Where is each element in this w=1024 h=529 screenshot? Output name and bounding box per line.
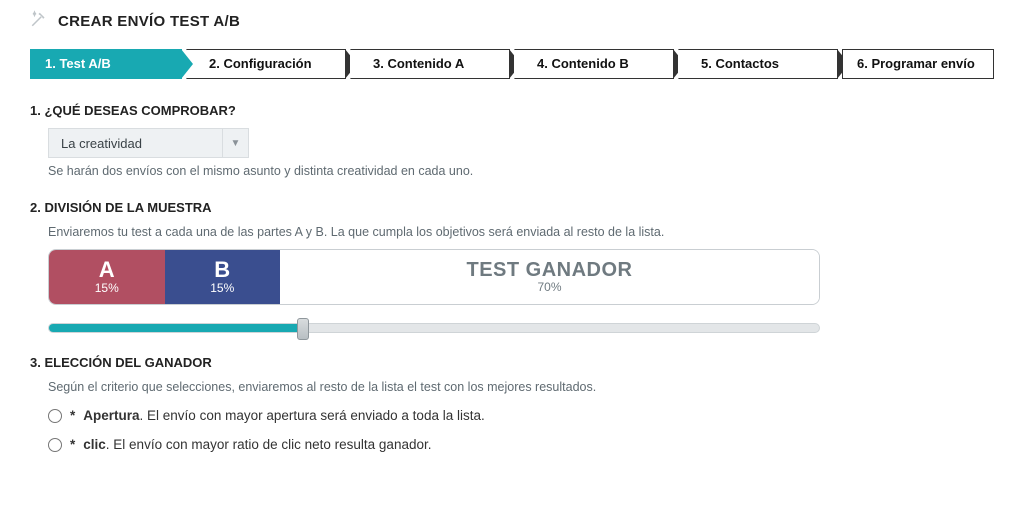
page-title: CREAR ENVÍO TEST A/B bbox=[58, 13, 240, 30]
step-contenido-b[interactable]: 4. Contenido B bbox=[514, 49, 674, 79]
step-programar[interactable]: 6. Programar envío bbox=[842, 49, 994, 79]
section3-title: 3. ELECCIÓN DEL GANADOR bbox=[30, 355, 994, 370]
required-star: * bbox=[70, 408, 75, 423]
step-contactos[interactable]: 5. Contactos bbox=[678, 49, 838, 79]
slider-thumb[interactable] bbox=[297, 318, 309, 340]
slider-track bbox=[48, 323, 820, 333]
segment-b: B 15% bbox=[165, 250, 281, 304]
section-division-muestra: 2. DIVISIÓN DE LA MUESTRA Enviaremos tu … bbox=[30, 200, 994, 333]
page-header: CREAR ENVÍO TEST A/B bbox=[30, 10, 994, 33]
radio-clic-input[interactable] bbox=[48, 438, 62, 452]
segment-b-pct: 15% bbox=[210, 281, 234, 295]
slider-fill bbox=[49, 324, 303, 332]
section2-title: 2. DIVISIÓN DE LA MUESTRA bbox=[30, 200, 994, 215]
segment-a-pct: 15% bbox=[95, 281, 119, 295]
section2-helper: Enviaremos tu test a cada una de las par… bbox=[48, 225, 994, 239]
segment-winner-label: TEST GANADOR bbox=[467, 260, 633, 280]
variable-select[interactable]: La creatividad ▼ bbox=[48, 128, 249, 158]
segment-winner: TEST GANADOR 70% bbox=[280, 250, 819, 304]
section1-helper: Se harán dos envíos con el mismo asunto … bbox=[48, 164, 994, 178]
wand-icon bbox=[30, 10, 48, 33]
radio-clic-rest: . El envío con mayor ratio de clic neto … bbox=[106, 437, 432, 452]
section-eleccion-ganador: 3. ELECCIÓN DEL GANADOR Según el criteri… bbox=[30, 355, 994, 452]
radio-clic-lead: clic bbox=[83, 437, 106, 452]
section1-title: 1. ¿QUÉ DESEAS COMPROBAR? bbox=[30, 103, 994, 118]
radio-apertura-rest: . El envío con mayor apertura será envia… bbox=[140, 408, 485, 423]
segment-a-label: A bbox=[99, 259, 115, 281]
step-test-ab[interactable]: 1. Test A/B bbox=[30, 49, 182, 79]
step-contenido-a[interactable]: 3. Contenido A bbox=[350, 49, 510, 79]
segment-b-label: B bbox=[214, 259, 230, 281]
segment-a: A 15% bbox=[49, 250, 165, 304]
step-configuracion[interactable]: 2. Configuración bbox=[186, 49, 346, 79]
segment-winner-pct: 70% bbox=[537, 280, 561, 294]
radio-apertura-input[interactable] bbox=[48, 409, 62, 423]
section-que-comprobar: 1. ¿QUÉ DESEAS COMPROBAR? La creatividad… bbox=[30, 103, 994, 178]
radio-apertura[interactable]: * Apertura. El envío con mayor apertura … bbox=[48, 408, 994, 423]
radio-clic[interactable]: * clic. El envío con mayor ratio de clic… bbox=[48, 437, 994, 452]
radio-apertura-lead: Apertura bbox=[83, 408, 139, 423]
chevron-down-icon: ▼ bbox=[222, 129, 248, 157]
section3-helper: Según el criterio que selecciones, envia… bbox=[48, 380, 994, 394]
sample-split-bar: A 15% B 15% TEST GANADOR 70% bbox=[48, 249, 820, 305]
required-star: * bbox=[70, 437, 75, 452]
wizard-stepper: 1. Test A/B 2. Configuración 3. Contenid… bbox=[30, 49, 994, 79]
variable-select-value: La creatividad bbox=[49, 136, 222, 151]
split-slider[interactable] bbox=[48, 323, 820, 333]
